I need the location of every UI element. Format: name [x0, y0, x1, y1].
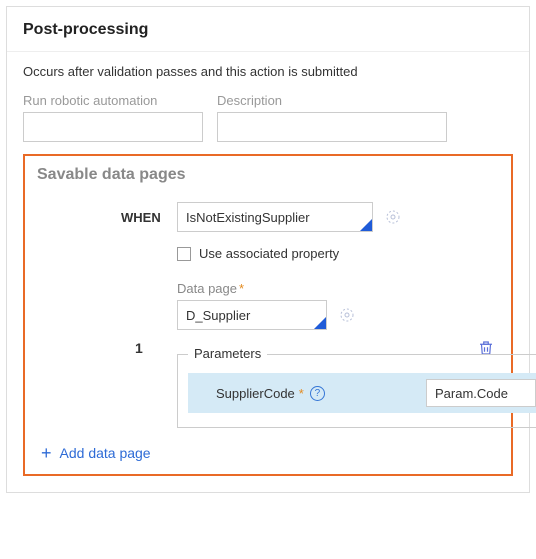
panel-title: Post-processing: [23, 21, 513, 39]
autocomplete-corner-icon: [314, 317, 326, 329]
parameter-name-cell: SupplierCode * ?: [198, 386, 418, 401]
use-associated-checkbox[interactable]: [177, 247, 191, 261]
add-data-page-label: Add data page: [60, 445, 151, 461]
use-associated-label: Use associated property: [199, 246, 339, 261]
required-star-icon: *: [299, 386, 304, 401]
when-input[interactable]: IsNotExistingSupplier: [177, 202, 373, 232]
required-star-icon: *: [239, 281, 244, 296]
when-row: WHEN IsNotExistingSupplier: [121, 202, 499, 232]
use-associated-row: Use associated property: [121, 246, 499, 261]
data-page-value: D_Supplier: [186, 308, 250, 323]
data-page-input-row: D_Supplier: [177, 300, 499, 330]
panel-body: Occurs after validation passes and this …: [7, 52, 529, 492]
parameters-legend: Parameters: [188, 346, 267, 361]
when-value: IsNotExistingSupplier: [186, 210, 310, 225]
parameters-fieldset: Parameters SupplierCode * ? Param.Code: [177, 354, 536, 428]
crosshair-icon[interactable]: [383, 207, 403, 227]
parameter-value: Param.Code: [435, 386, 508, 401]
data-page-label: Data page: [177, 281, 237, 296]
data-page-input[interactable]: D_Supplier: [177, 300, 327, 330]
data-page-label-row: Data page *: [177, 281, 499, 296]
parameter-name: SupplierCode: [216, 386, 295, 401]
run-automation-field: Run robotic automation: [23, 93, 203, 142]
savable-content: WHEN IsNotExistingSupplier Use asso: [37, 202, 499, 428]
parameter-value-input[interactable]: Param.Code: [426, 379, 536, 407]
panel-description: Occurs after validation passes and this …: [23, 64, 513, 79]
description-label: Description: [217, 93, 447, 108]
panel-header: Post-processing: [7, 7, 529, 52]
plus-icon: +: [41, 444, 52, 462]
run-automation-input[interactable]: [23, 112, 203, 142]
top-fields-row: Run robotic automation Description: [23, 93, 513, 142]
crosshair-icon[interactable]: [337, 305, 357, 325]
data-page-field: Data page * D_Supplier: [121, 281, 499, 330]
post-processing-panel: Post-processing Occurs after validation …: [6, 6, 530, 493]
parameter-row: SupplierCode * ? Param.Code: [188, 373, 536, 413]
autocomplete-corner-icon: [360, 219, 372, 231]
add-data-page-link[interactable]: + Add data page: [37, 444, 499, 462]
help-icon[interactable]: ?: [310, 386, 325, 401]
when-label: WHEN: [121, 210, 177, 225]
run-automation-label: Run robotic automation: [23, 93, 203, 108]
savable-data-pages-section: Savable data pages WHEN IsNotExistingSup…: [23, 154, 513, 476]
description-input[interactable]: [217, 112, 447, 142]
description-field: Description: [217, 93, 447, 142]
savable-section-title: Savable data pages: [37, 166, 499, 184]
row-index: 1: [135, 340, 143, 356]
